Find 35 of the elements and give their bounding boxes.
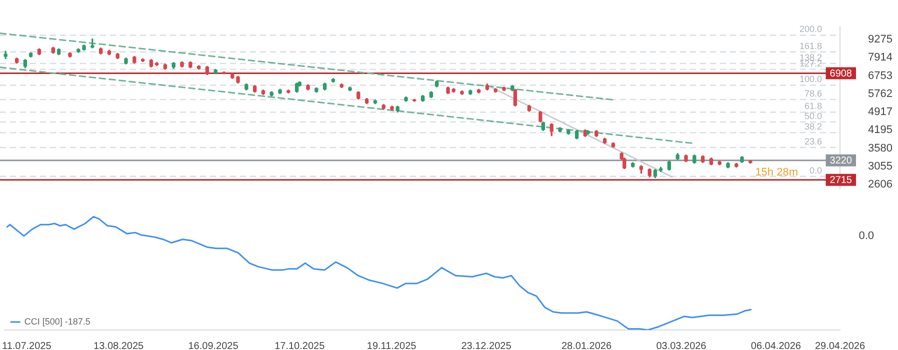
- legend-label: CCI [500] -187.5: [24, 316, 90, 326]
- x-tick-label: 06.04.2026: [750, 340, 802, 350]
- y-tick-label: 4917: [868, 106, 892, 118]
- annotation: 38.2: [804, 122, 822, 132]
- y-tick-label: 9275: [868, 34, 892, 46]
- y-tick-label: 2606: [868, 178, 892, 191]
- x-tick-label: 28.01.2026: [561, 340, 612, 350]
- ref-line-label: 3220: [830, 156, 852, 167]
- annotation: 78.6: [804, 88, 822, 99]
- y-tick-label: 3055: [868, 160, 892, 172]
- annotation: 15h 28m: [755, 166, 798, 178]
- ref-line-label: 2715: [830, 175, 852, 186]
- x-tick-label: 13.08.2025: [94, 340, 144, 350]
- y-tick-label: 5762: [868, 88, 892, 100]
- y-tick-label: 6753: [868, 70, 892, 82]
- y-tick-label: 4195: [868, 124, 892, 136]
- annotation: 23.6: [804, 136, 822, 146]
- x-tick-label: 11.07.2025: [2, 340, 52, 350]
- x-tick-label: 03.03.2026: [656, 340, 707, 350]
- annotation: 0.0: [809, 165, 822, 176]
- x-tick-label: 19.11.2025: [366, 340, 417, 350]
- annotation: 100.0: [799, 74, 822, 84]
- annotation: 138.2: [799, 52, 822, 62]
- x-tick-label: 23.12.2025: [461, 340, 512, 350]
- annotation: 50.0: [804, 110, 822, 121]
- y-tick-label: 3580: [868, 142, 892, 154]
- x-tick-label: 17.10.2025: [274, 340, 326, 350]
- ref-line-label: 6908: [830, 68, 852, 80]
- y-tick-label: 7914: [868, 52, 892, 64]
- annotation: 61.8: [804, 101, 822, 112]
- annotation: 200.0: [799, 24, 822, 34]
- text: 0.0: [858, 230, 874, 242]
- x-tick-label: 16.09.2025: [188, 340, 239, 350]
- annotation: 161.8: [799, 40, 822, 51]
- x-tick-label: 29.04.2026: [814, 340, 866, 350]
